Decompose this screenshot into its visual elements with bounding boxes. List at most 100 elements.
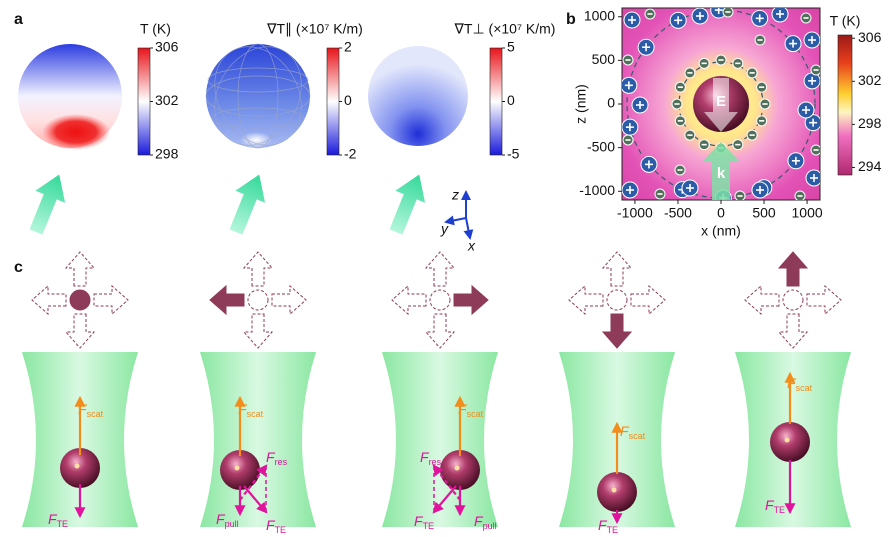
- motion-arrow: [209, 284, 245, 316]
- anion: [698, 139, 710, 151]
- x-tick-label: -1000: [617, 205, 653, 221]
- axis-name: z: [451, 187, 459, 203]
- particle: [770, 422, 810, 462]
- force-label: FTE: [266, 517, 286, 536]
- force-arrow: [243, 485, 268, 514]
- beam: [200, 352, 316, 527]
- colorbar: [137, 47, 151, 156]
- force-arrow: [432, 464, 461, 501]
- motion-arrow: [806, 284, 842, 316]
- force-symbol: F: [78, 401, 88, 417]
- motion-center: [429, 289, 451, 311]
- particle-highlight: [611, 487, 617, 493]
- y-tick-label: 1000: [584, 7, 615, 23]
- cation: [691, 8, 709, 25]
- force-label: Fscat: [238, 401, 264, 420]
- cation: [681, 179, 699, 197]
- anion: [684, 67, 696, 79]
- motion-arrow: [630, 284, 666, 316]
- force-subscript: TE: [57, 519, 69, 529]
- force-subscript: TE: [275, 525, 287, 535]
- force-symbol: F: [474, 513, 484, 529]
- force-subscript: pull: [483, 521, 497, 531]
- anion: [756, 81, 768, 93]
- anion: [810, 64, 820, 76]
- cation: [622, 118, 639, 136]
- colorbar-tick-label: 2: [344, 39, 352, 55]
- anion: [715, 54, 727, 66]
- particle-highlight: [454, 465, 460, 471]
- motion-arrow: [93, 284, 129, 316]
- colorbar: [489, 47, 503, 156]
- force-label: Fscat: [458, 401, 484, 420]
- anion: [732, 57, 744, 69]
- motion-center: [606, 289, 628, 311]
- force-subscript: scat: [87, 409, 104, 419]
- cation: [751, 9, 769, 27]
- cation: [787, 152, 805, 170]
- force-symbol: F: [48, 511, 58, 527]
- anion: [684, 129, 696, 141]
- anion: [622, 54, 634, 66]
- cation: [631, 96, 649, 114]
- force-label: Fres: [420, 449, 442, 468]
- colorbar-tick-label: 306: [858, 29, 882, 45]
- anion: [746, 67, 758, 79]
- force-label: Fpull: [216, 511, 239, 530]
- particle: [440, 450, 480, 490]
- colorbar-title: ∇T⊥ (×10⁷ K/m): [454, 21, 556, 37]
- anion: [674, 81, 686, 93]
- anion: [674, 115, 686, 127]
- force-symbol: F: [216, 511, 226, 527]
- anion: [759, 98, 771, 110]
- y-tick-label: -500: [587, 138, 615, 154]
- sphere-gradient-parallel: [205, 43, 311, 149]
- force-subscript: TE: [607, 525, 619, 535]
- panel-label: b: [566, 11, 576, 28]
- force-label: Fres: [266, 449, 288, 468]
- motion-center: [247, 289, 269, 311]
- anion: [674, 164, 686, 176]
- colorbar-title: ∇T∥ (×10⁷ K/m): [266, 21, 363, 37]
- force-arrow: [239, 464, 268, 501]
- motion-arrow: [453, 284, 489, 316]
- colorbar-tick-label: 298: [155, 146, 179, 162]
- cation: [623, 11, 641, 29]
- motion-arrow: [777, 251, 809, 287]
- anion: [746, 129, 758, 141]
- anion: [810, 144, 820, 156]
- particle: [60, 448, 100, 488]
- colorbar-tick-label: 5: [507, 39, 515, 55]
- colorbar-tick-label: 302: [858, 72, 882, 88]
- motion-arrow: [31, 284, 67, 316]
- force-label: Fpull: [474, 513, 497, 532]
- x-tick-label: -500: [664, 205, 692, 221]
- anion: [794, 190, 806, 200]
- force-symbol: F: [620, 423, 630, 439]
- colorbar-tick-label: 0: [344, 92, 352, 108]
- cation: [637, 38, 655, 56]
- force-subscript: scat: [467, 409, 484, 419]
- motion-arrow: [242, 313, 274, 349]
- anion: [622, 134, 634, 146]
- motion-arrow: [391, 284, 427, 316]
- anion: [756, 115, 768, 127]
- force-label: Fscat: [620, 423, 646, 442]
- anion: [671, 98, 683, 110]
- motion-arrow: [271, 284, 307, 316]
- field-label: E: [716, 93, 726, 110]
- force-symbol: F: [787, 375, 797, 391]
- axis-name: x: [467, 238, 476, 254]
- anion: [654, 188, 666, 200]
- motion-arrow: [64, 313, 96, 349]
- motion-arrow: [744, 284, 780, 316]
- colorbar-tick-label: 294: [858, 158, 882, 174]
- anion: [734, 190, 746, 200]
- force-symbol: F: [458, 401, 468, 417]
- particle: [693, 76, 749, 200]
- cation: [805, 169, 820, 187]
- motion-arrow: [424, 251, 456, 287]
- force-subscript: TE: [774, 505, 786, 515]
- force-symbol: F: [238, 401, 248, 417]
